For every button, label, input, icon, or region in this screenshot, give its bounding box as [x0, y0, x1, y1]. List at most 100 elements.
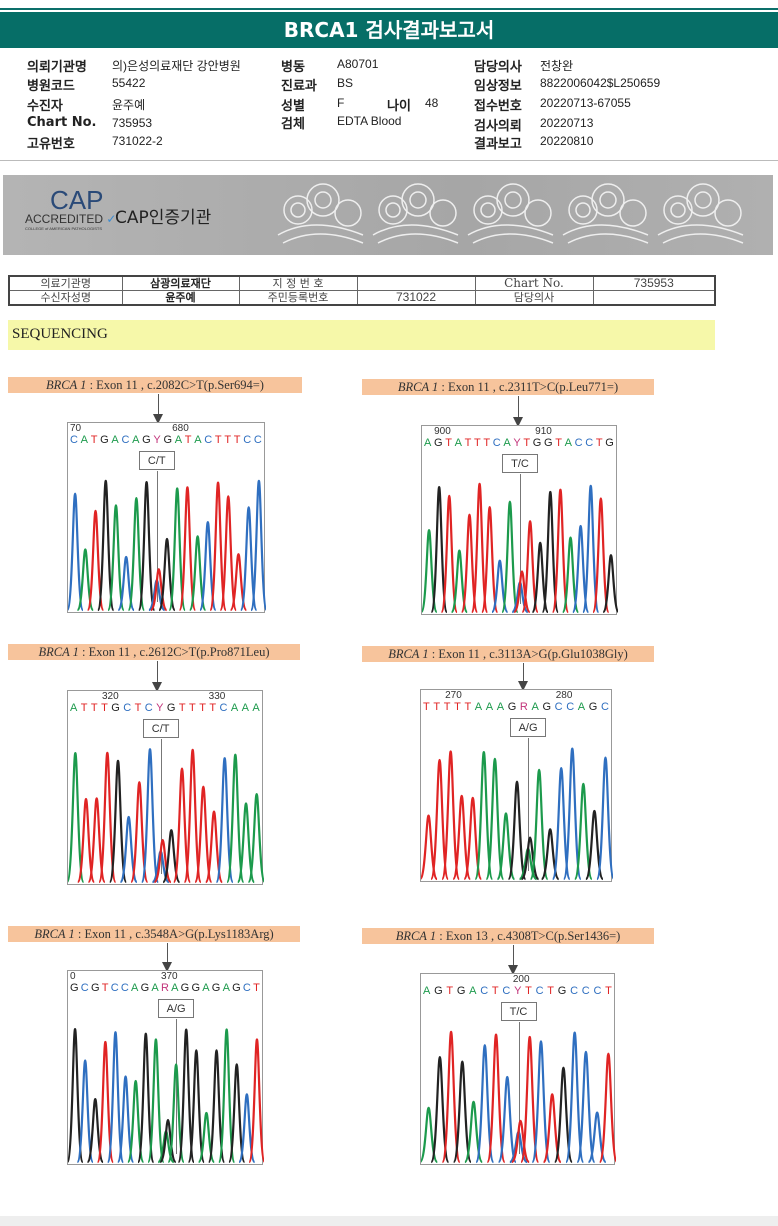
base-call: G [434, 985, 443, 997]
trace-peak-G [108, 759, 128, 884]
base-call: T [445, 437, 452, 449]
trace-peak-T [591, 497, 610, 614]
trace-peak-C [497, 1075, 517, 1164]
variant-desc: : Exon 11 , c.2311T>C(p.Leu771=) [438, 380, 619, 394]
value-institution: 의)은성의료재단 강안병원 [112, 59, 241, 73]
trace-peak-A [107, 504, 125, 612]
trace-peak-A [496, 812, 516, 881]
label-unique-no: 고유번호 [27, 137, 75, 152]
base-call: C [600, 701, 609, 713]
position-tick: 280 [555, 690, 573, 701]
base-call: G [542, 701, 551, 713]
base-call: T [446, 985, 454, 997]
label-chart-no: Chart No. [27, 115, 97, 130]
value-sex: F [337, 96, 345, 110]
genotype-call: C/T [138, 451, 175, 470]
trace-peak-C [576, 1050, 596, 1164]
variant-marker-line [528, 738, 530, 871]
position-tick: 900 [434, 426, 451, 437]
base-call: A [132, 434, 140, 446]
chromatogram: 320 330 A T T T G C T C Y G T T T T C A A A C/T [67, 690, 264, 885]
base-call: A [241, 702, 249, 714]
cap-logo-text: CAP [50, 185, 104, 215]
base-call: C [585, 437, 594, 449]
trace-peak-T [149, 568, 168, 612]
trace-peak-T [460, 513, 479, 614]
base-call: A [485, 701, 494, 713]
base-call: G [544, 437, 553, 449]
variant-label: BRCA 1 : Exon 11 , c.2082C>T(p.Ser694=) [8, 377, 302, 393]
base-call: A [174, 434, 183, 446]
position-tick: 270 [445, 690, 462, 701]
trace-peak-T [441, 1030, 461, 1164]
position-tick: 680 [172, 423, 189, 434]
base-call: G [140, 982, 150, 994]
chromatogram: 270 280 T T T T T A A A G R A G C C A G C A/G [420, 689, 613, 882]
variant-marker-line [176, 1019, 178, 1154]
label-report-date: 결과보고 [474, 137, 522, 152]
base-call: T [483, 437, 491, 449]
base-call: T [80, 702, 88, 714]
variant-label: BRCA 1 : Exon 13 , c.4308T>C(p.Ser1436=) [362, 928, 654, 944]
base-call: C [574, 437, 583, 449]
base-call: T [433, 701, 441, 713]
base-call: T [134, 702, 142, 714]
trace-peak-G [68, 1028, 84, 1164]
arrow-down-icon [162, 943, 172, 972]
value-unique-no: 731022-2 [112, 134, 163, 148]
base-call: T [233, 434, 241, 446]
base-call: G [434, 437, 443, 449]
label-doctor: 담당의사 [474, 60, 522, 75]
base-call: Y [156, 702, 164, 714]
label-clinical-info: 임상정보 [474, 79, 522, 94]
value-patient: 윤주예 [112, 98, 146, 112]
label-hospital-code: 병원코드 [27, 79, 75, 94]
base-call: G [456, 985, 466, 997]
base-call: A [131, 982, 139, 994]
trace-peak-A [68, 751, 85, 884]
variant-marker-line [156, 471, 158, 602]
trace-peak-T [248, 1038, 264, 1164]
base-call: G [232, 982, 241, 994]
label-department: 진료과 [281, 79, 317, 94]
trace-peak-C [249, 479, 266, 612]
base-call: A [564, 437, 572, 449]
variant-desc: : Exon 11 , c.3113A>G(p.Glu1038Gly) [428, 647, 628, 661]
base-call: G [557, 985, 567, 997]
top-rule [0, 8, 778, 10]
base-call: Y [514, 985, 522, 997]
base-call: C [566, 701, 575, 713]
trace-peak-G [159, 1118, 177, 1164]
trace-peak-G [207, 1049, 226, 1164]
base-call: A [171, 982, 179, 994]
trace-peak-A [147, 1038, 165, 1164]
genotype-call: T/C [500, 1002, 537, 1021]
base-call: Y [153, 434, 161, 446]
base-call: G [180, 982, 190, 994]
base-call: T [423, 701, 430, 713]
trace-peak-C [531, 1040, 551, 1164]
base-call: C [204, 434, 213, 446]
base-call: T [595, 437, 603, 449]
base-call: T [464, 437, 472, 449]
genotype-call: C/T [142, 719, 179, 738]
base-call: A [202, 982, 210, 994]
base-call: A [222, 982, 230, 994]
base-call: T [224, 434, 232, 446]
arrow-down-icon [508, 945, 518, 975]
trace-peak-T [429, 758, 450, 881]
trace-peak-G [430, 485, 449, 614]
base-call: G [90, 982, 100, 994]
base-call: R [519, 701, 528, 713]
cell: Chart No. [474, 275, 594, 291]
trace-peak-T [130, 781, 149, 884]
label-ward: 병동 [281, 60, 305, 75]
trace-peak-G [96, 479, 115, 612]
trace-peak-C [475, 1044, 495, 1164]
sequencing-header: SEQUENCING [8, 320, 715, 350]
value-chart-no: 735953 [112, 116, 153, 130]
trace-peak-T [510, 1119, 531, 1164]
base-call: T [443, 701, 451, 713]
cell: 의료기관명 [8, 275, 123, 291]
